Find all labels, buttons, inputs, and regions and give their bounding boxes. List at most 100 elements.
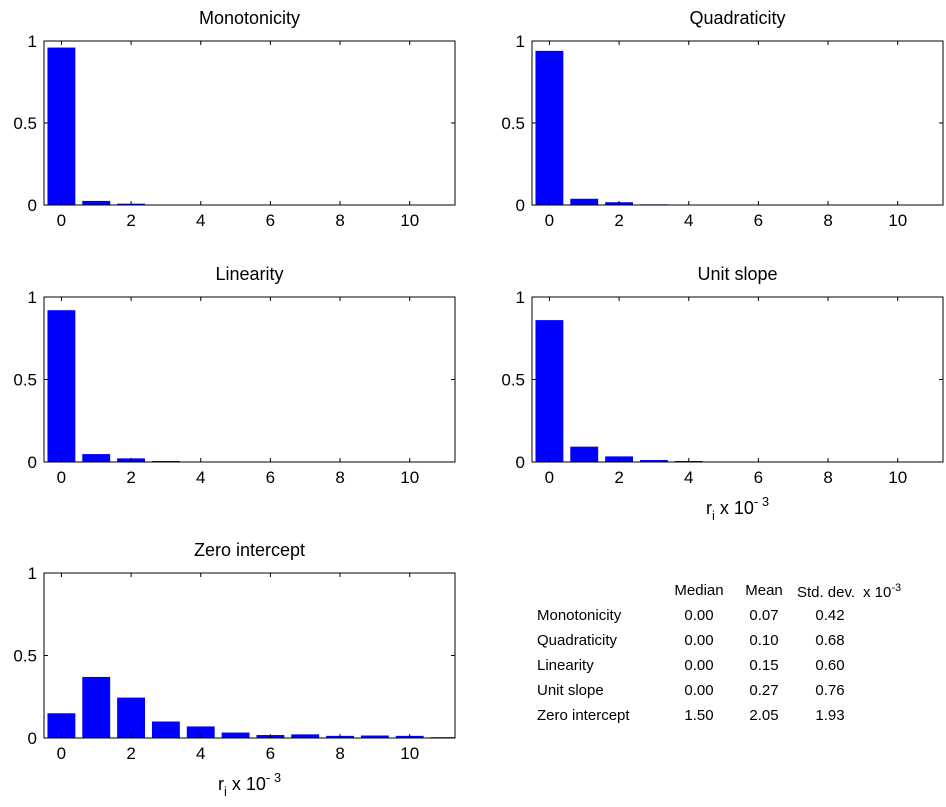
x-tick-label: 4 [196,744,205,763]
x-tick-label: 8 [335,211,344,230]
chart-title: Zero intercept [194,540,305,560]
x-tick-label: 0 [57,744,66,763]
x-tick-label: 4 [684,468,693,487]
x-axis-label-base: r [218,774,224,794]
y-tick-label: 1 [516,288,525,307]
x-tick-label: 10 [400,744,419,763]
bar [186,726,215,738]
bar [47,47,76,206]
x-tick-label: 6 [266,744,275,763]
stats-row-name: Quadraticity [537,632,618,649]
y-tick-label: 0 [516,453,525,472]
x-axis-label-exponent: - 3 [754,494,769,509]
y-tick-label: 0.5 [13,114,37,133]
bar [221,732,250,738]
chart-panel: 0 2 4 6 8 10 0 0.5 1 Quadraticity [501,8,944,230]
stats-header-mean: Mean [745,582,783,599]
stats-row-median: 0.00 [684,657,713,674]
stats-row-mean: 2.05 [749,707,778,724]
stats-row: Zero intercept 1.50 2.05 1.93 [537,707,845,724]
y-tick-label: 0.5 [13,371,37,390]
x-axis-label-middle: x 10 [227,774,266,794]
x-tick-label: 8 [823,468,832,487]
axes-box [531,296,944,463]
y-tick-label: 1 [28,32,37,51]
chart-title: Unit slope [697,264,777,284]
stats-scale-base: x 10 [863,584,891,601]
stats-row-name: Linearity [537,657,594,674]
stats-row-median: 0.00 [684,632,713,649]
stats-row: Unit slope 0.00 0.27 0.76 [537,682,845,699]
y-tick-label: 0 [28,453,37,472]
stats-table: Median Mean Std. dev. x 10-3 Monotonicit… [537,582,901,724]
y-tick-label: 0.5 [13,647,37,666]
x-axis-label: ri x 10- 3 [706,494,769,523]
bar [47,713,76,738]
bar [151,721,180,738]
x-tick-label: 4 [684,211,693,230]
x-tick-label: 10 [888,211,907,230]
stats-row-mean: 0.27 [749,682,778,699]
bar [570,198,599,205]
x-tick-label: 10 [888,468,907,487]
bar [82,454,111,462]
x-tick-label: 2 [126,744,135,763]
y-tick-label: 1 [28,288,37,307]
axes-box [43,40,456,206]
stats-row-std: 0.76 [815,682,844,699]
y-tick-label: 0 [28,729,37,748]
x-tick-label: 0 [57,468,66,487]
bar [82,676,111,738]
x-tick-label: 6 [266,468,275,487]
stats-row-name: Monotonicity [537,607,622,624]
bar [117,697,145,738]
stats-header-std: Std. dev. [797,584,855,601]
x-tick-label: 2 [614,211,623,230]
bar [360,735,389,738]
x-tick-label: 10 [400,211,419,230]
x-axis-label-exponent: - 3 [266,770,281,785]
x-tick-label: 4 [196,211,205,230]
x-tick-label: 6 [754,468,763,487]
bar [291,734,320,738]
x-tick-label: 2 [614,468,623,487]
stats-row-std: 1.93 [815,707,844,724]
bar [47,310,76,462]
stats-scale-exponent: -3 [891,582,901,594]
stats-row-median: 0.00 [684,682,713,699]
y-tick-label: 0 [28,196,37,215]
stats-row-name: Zero intercept [537,707,630,724]
x-tick-label: 8 [823,211,832,230]
stats-row-std: 0.68 [815,632,844,649]
axes-box [531,40,944,206]
bar [570,446,599,462]
stats-scale-label: x 10-3 [863,582,901,601]
stats-row-name: Unit slope [537,682,604,699]
x-tick-label: 2 [126,468,135,487]
x-tick-label: 8 [335,744,344,763]
y-tick-label: 1 [28,564,37,583]
x-axis-label-subscript: i [224,784,227,799]
x-tick-label: 0 [545,211,554,230]
stats-row-std: 0.42 [815,607,844,624]
y-tick-label: 0.5 [501,371,525,390]
y-tick-label: 0.5 [501,114,525,133]
y-tick-label: 0 [516,196,525,215]
x-tick-label: 2 [126,211,135,230]
chart-title: Monotonicity [199,8,300,28]
stats-row: Quadraticity 0.00 0.10 0.68 [537,632,845,649]
bar [82,200,111,205]
chart-panel: 0 2 4 6 8 10 0 0.5 1 Zero intercept ri x 10- 3 [13,540,456,799]
stats-row-mean: 0.10 [749,632,778,649]
x-tick-label: 10 [400,468,419,487]
x-tick-label: 6 [266,211,275,230]
stats-header-median: Median [674,582,723,599]
x-tick-label: 0 [57,211,66,230]
bar [535,50,564,206]
bar [639,460,668,462]
stats-row: Linearity 0.00 0.15 0.60 [537,657,845,674]
x-axis-label: ri x 10- 3 [218,770,281,799]
stats-row: Monotonicity 0.00 0.07 0.42 [537,607,845,624]
x-axis-label-base: r [706,498,712,518]
